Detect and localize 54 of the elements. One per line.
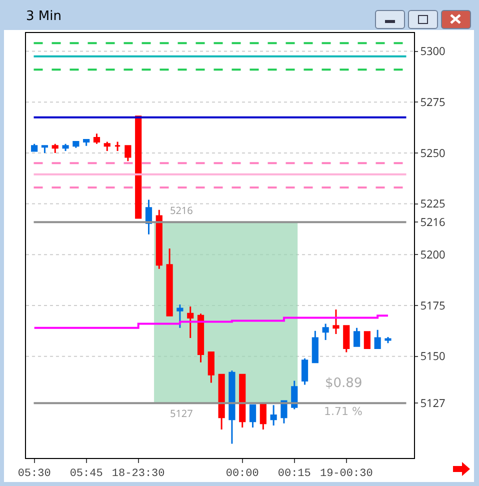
y-tick-label: 5300 <box>420 44 446 60</box>
candlestick <box>218 374 225 430</box>
candlestick <box>145 199 152 236</box>
ref-line-label: 5127 <box>170 406 194 420</box>
candlestick <box>124 145 132 162</box>
candlestick <box>208 352 214 384</box>
y-tick-label: 5275 <box>420 94 446 110</box>
candlestick <box>52 143 58 154</box>
y-tick-label: 5250 <box>420 146 446 161</box>
candlestick <box>384 336 392 344</box>
candlestick <box>249 404 256 428</box>
x-tick-label: 00:15 <box>278 468 311 480</box>
candlestick <box>228 370 236 445</box>
candlestick <box>364 331 370 349</box>
x-tick-label: 05:30 <box>18 468 51 480</box>
annotation: $0.89 <box>325 376 362 391</box>
chart-title: 3 Min <box>26 9 62 24</box>
ref-line-label: 5216 <box>170 203 194 217</box>
candlestick <box>104 141 110 152</box>
candlestick <box>135 116 142 219</box>
candlestick <box>353 327 360 347</box>
y-tick-label: 5150 <box>420 349 446 364</box>
candlestick <box>187 306 194 339</box>
candlestick <box>291 380 298 410</box>
candlestick <box>31 143 38 152</box>
candlestick <box>176 304 184 329</box>
x-tick-label: 19-00:30 <box>320 468 373 480</box>
candlestick <box>41 145 48 154</box>
candlestick <box>166 248 173 316</box>
y-tick-label: 5175 <box>420 298 446 314</box>
annotation: 1.71 % <box>324 405 362 418</box>
candlestick <box>322 323 329 341</box>
candlestick <box>156 209 162 270</box>
y-tick-label: 5225 <box>420 196 446 212</box>
candlestick <box>93 132 100 145</box>
y-tick-label: 5127 <box>420 396 446 411</box>
candlestick <box>332 308 340 335</box>
y-tick-label: 5200 <box>420 248 446 262</box>
x-tick-label: 18-23:30 <box>112 468 165 480</box>
candlestick <box>197 312 204 364</box>
candlestick <box>72 141 80 149</box>
candlestick <box>62 143 69 152</box>
x-tick-label: 00:00 <box>226 468 259 480</box>
candlestick <box>374 329 381 349</box>
candlestick <box>270 404 277 426</box>
candlestick <box>83 139 90 147</box>
candlestick <box>114 141 121 152</box>
candlestick <box>312 330 318 364</box>
x-tick-label: 05:45 <box>70 468 103 480</box>
candlestick <box>301 358 308 386</box>
candlestick <box>239 374 246 428</box>
y-tick-label: 5216 <box>420 214 446 230</box>
candlestick <box>343 325 350 354</box>
candlestick <box>260 403 266 430</box>
